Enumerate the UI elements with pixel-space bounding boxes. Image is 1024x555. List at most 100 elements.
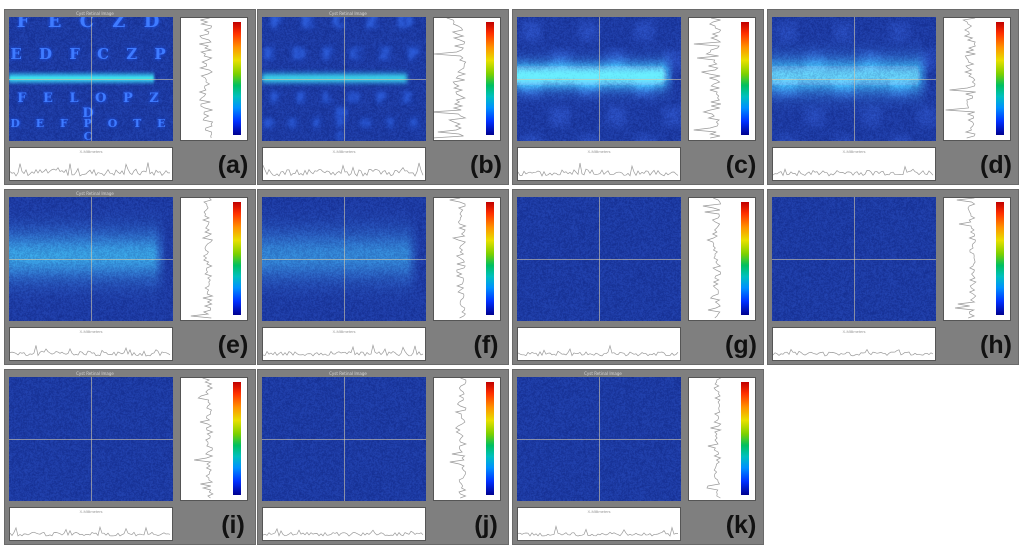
window-title: Cyst Retinal Image xyxy=(329,371,367,376)
horizontal-profile-line xyxy=(10,162,170,177)
panel-label: (a) xyxy=(217,151,249,179)
horizontal-profile-line xyxy=(518,525,678,537)
horizontal-profile-plot: X-Millimeters xyxy=(9,147,173,181)
vertical-profile-plot xyxy=(180,17,248,141)
figure-panel: (g) xyxy=(512,189,764,365)
crosshair-horizontal xyxy=(9,439,173,440)
figure-panel: X-Millimeters (d) xyxy=(767,9,1019,185)
panel-label: (h) xyxy=(980,331,1012,359)
retinal-image-view[interactable]: F E C Z D E D F C Z P F E L O P Z DD E F P… xyxy=(9,17,173,141)
vertical-profile-plot xyxy=(180,377,248,501)
retinal-image-view[interactable] xyxy=(517,197,681,321)
vertical-profile-line xyxy=(449,378,467,499)
horizontal-profile-plot: X-Millimeters xyxy=(517,507,681,541)
vertical-profile-line xyxy=(190,198,214,319)
crosshair-horizontal xyxy=(772,79,936,80)
eye-chart: F E C Z D E D F C Z P F E L O P Z DD E F P… xyxy=(262,17,426,141)
bright-stripe xyxy=(262,71,407,85)
retinal-image-view[interactable] xyxy=(9,377,173,501)
retinal-image-view[interactable] xyxy=(9,197,173,321)
vertical-profile-line xyxy=(706,378,722,499)
vertical-profile-line xyxy=(449,198,467,319)
x-axis-label: X-Millimeters xyxy=(842,149,866,154)
window-title: Cyst Retinal Image xyxy=(76,11,114,16)
x-axis-label: X-Millimeters xyxy=(79,149,103,154)
horizontal-profile-line xyxy=(10,525,171,537)
horizontal-profile-plot: X-Millimeters xyxy=(9,327,173,361)
eye-chart-row: E D F C Z P xyxy=(263,45,425,63)
horizontal-profile-line xyxy=(518,344,679,357)
eye-chart-row: D E F P O T E C xyxy=(10,117,172,141)
retinal-image-view[interactable] xyxy=(517,17,681,141)
vertical-profile-plot xyxy=(688,17,756,141)
panel-label: (g) xyxy=(725,331,757,359)
panel-label: (f) xyxy=(473,331,499,359)
x-axis-label: X-Millimeters xyxy=(79,509,103,514)
colorbar xyxy=(486,382,494,495)
colorbar xyxy=(486,22,494,135)
crosshair-horizontal xyxy=(772,259,936,260)
eye-chart-row: F E C Z D xyxy=(269,17,419,32)
figure-panel: Cyst Retinal Image X-Millimeters (i) xyxy=(4,369,256,545)
panel-label: (k) xyxy=(725,511,757,539)
horizontal-profile-line xyxy=(263,162,424,177)
retinal-image-view[interactable] xyxy=(772,17,936,141)
crosshair-horizontal xyxy=(262,79,426,80)
vertical-profile-plot xyxy=(180,197,248,321)
vertical-profile-plot xyxy=(943,197,1011,321)
figure-panel: Cyst Retinal Image X-Millimeters (e) xyxy=(4,189,256,365)
retinal-image-view[interactable]: F E C Z D E D F C Z P F E L O P Z DD E F P… xyxy=(262,17,426,141)
window-title: Cyst Retinal Image xyxy=(76,191,114,196)
eye-chart-row: F E C Z D xyxy=(16,17,166,32)
colorbar xyxy=(486,202,494,315)
retinal-image-view[interactable] xyxy=(772,197,936,321)
eye-chart: F E C Z D E D F C Z P F E L O P Z DD E F P… xyxy=(9,17,173,141)
crosshair-horizontal xyxy=(517,79,681,80)
horizontal-profile-plot xyxy=(517,327,681,361)
retinal-image-view[interactable] xyxy=(517,377,681,501)
vertical-profile-line xyxy=(194,378,214,499)
crosshair-horizontal xyxy=(517,439,681,440)
horizontal-profile-line xyxy=(518,162,679,177)
panel-label: (c) xyxy=(725,151,757,179)
horizontal-profile-line xyxy=(10,345,171,357)
panel-label: (e) xyxy=(217,331,249,359)
vertical-profile-plot xyxy=(433,197,501,321)
x-axis-label: X-Millimeters xyxy=(332,329,356,334)
horizontal-profile-plot: X-Millimeters xyxy=(9,507,173,541)
crosshair-horizontal xyxy=(517,259,681,260)
crosshair-horizontal xyxy=(262,439,426,440)
vertical-profile-line xyxy=(693,18,722,139)
figure-panel: X-Millimeters (c) xyxy=(512,9,764,185)
retinal-image-view[interactable] xyxy=(262,197,426,321)
horizontal-profile-line xyxy=(773,348,934,357)
eye-chart-row: E D F C Z P xyxy=(10,45,172,63)
crosshair-horizontal xyxy=(9,79,173,80)
horizontal-profile-plot: X-Millimeters xyxy=(772,327,936,361)
window-title: Cyst Retinal Image xyxy=(76,371,114,376)
retinal-image-view[interactable] xyxy=(262,377,426,501)
x-axis-label: X-Millimeters xyxy=(79,329,103,334)
figure-panel: X-Millimeters (h) xyxy=(767,189,1019,365)
panel-label: (j) xyxy=(474,511,498,539)
window-title: Cyst Retinal Image xyxy=(329,11,367,16)
eye-chart-row: D E F P O T E C xyxy=(263,117,425,141)
bright-stripe xyxy=(9,71,154,85)
colorbar xyxy=(233,382,241,495)
horizontal-profile-plot xyxy=(262,507,426,541)
colorbar xyxy=(996,202,1004,315)
horizontal-profile-line xyxy=(773,165,934,177)
vertical-profile-line xyxy=(954,198,977,319)
vertical-profile-plot xyxy=(688,377,756,501)
horizontal-profile-plot: X-Millimeters xyxy=(262,147,426,181)
colorbar xyxy=(741,22,749,135)
horizontal-profile-plot: X-Millimeters xyxy=(772,147,936,181)
x-axis-label: X-Millimeters xyxy=(332,149,356,154)
figure-panel: X-Millimeters (f) xyxy=(257,189,509,365)
crosshair-horizontal xyxy=(262,259,426,260)
horizontal-profile-plot: X-Millimeters xyxy=(517,147,681,181)
crosshair-horizontal xyxy=(9,259,173,260)
